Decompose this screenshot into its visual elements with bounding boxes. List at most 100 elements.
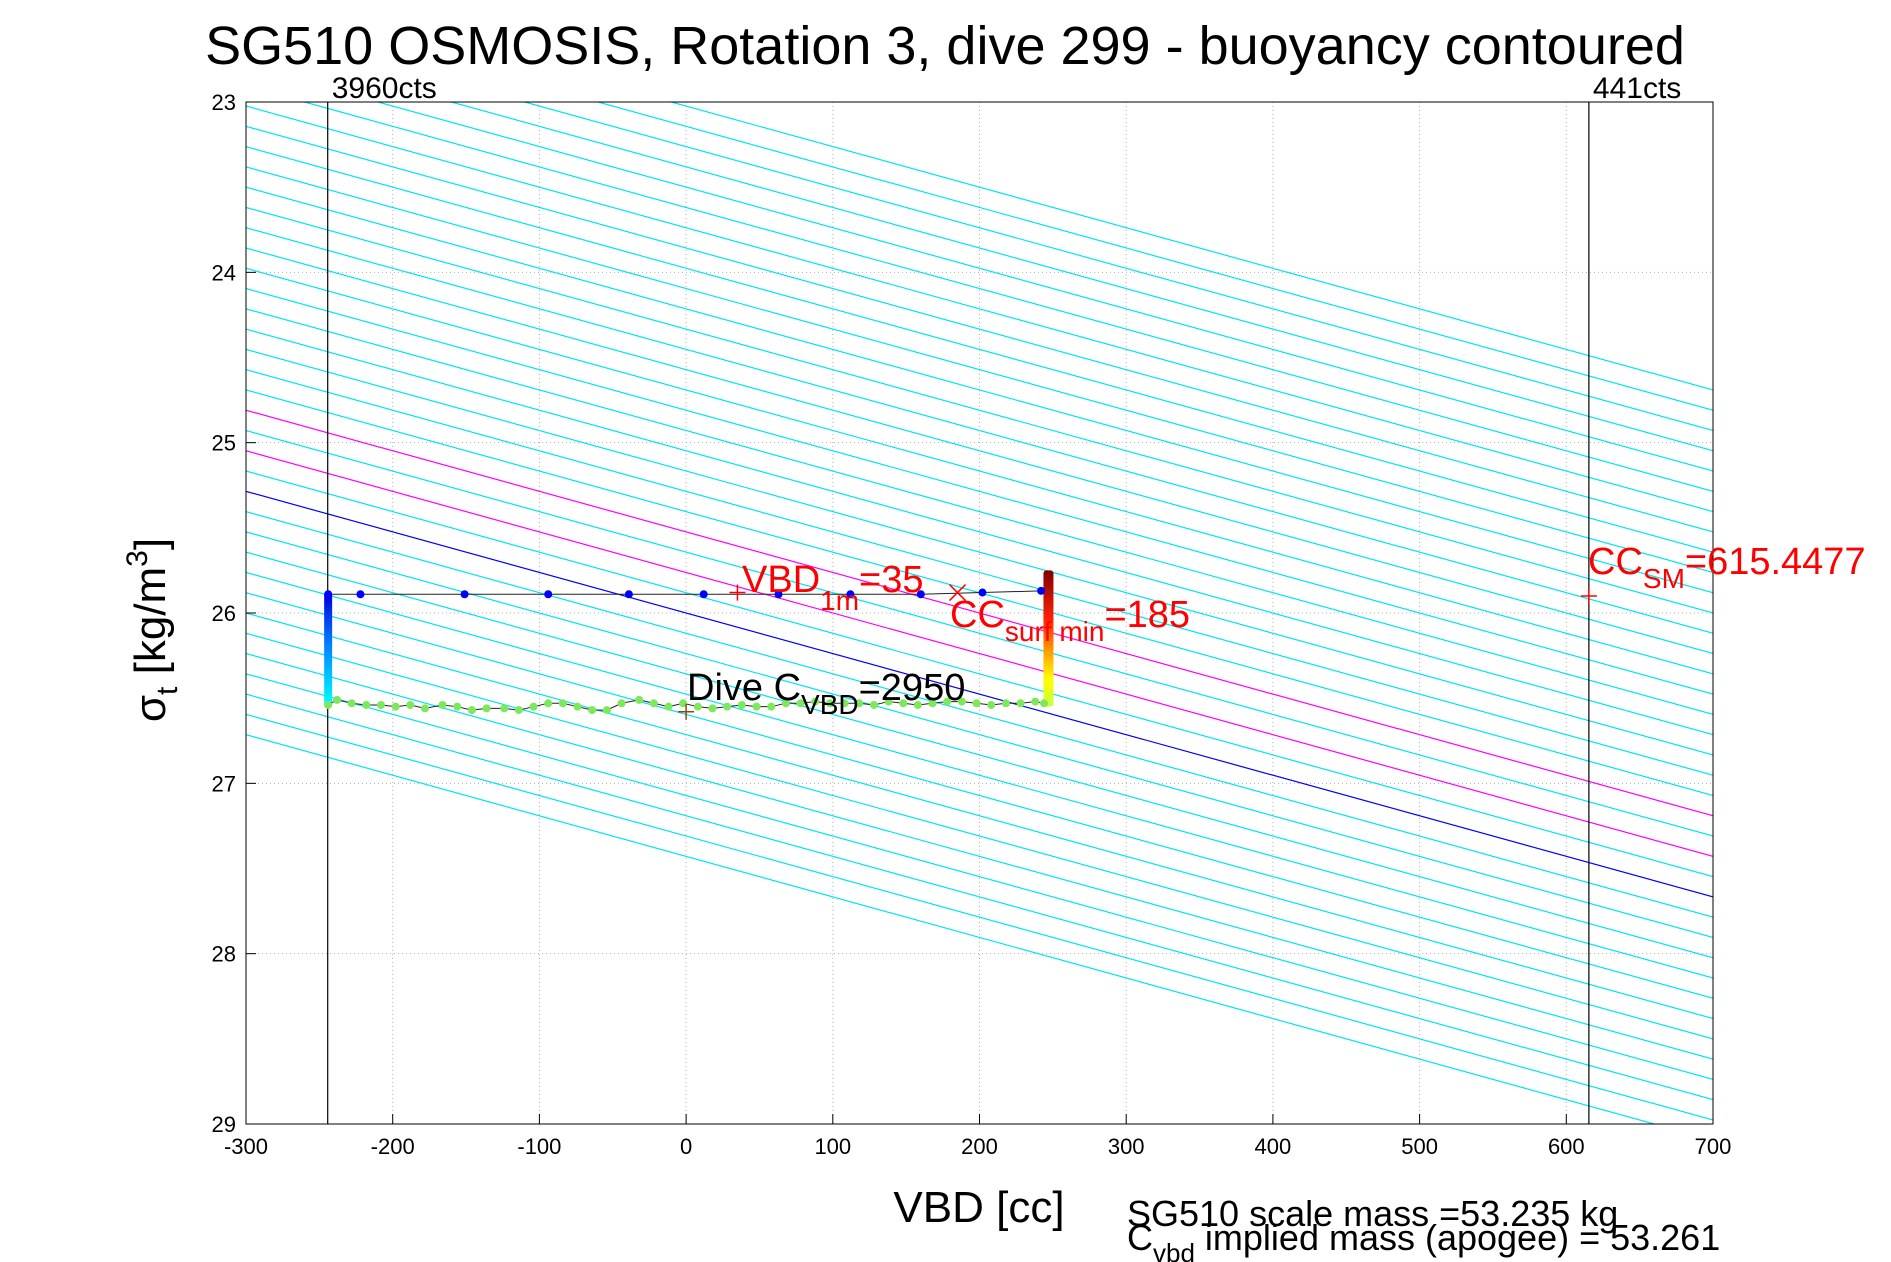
contour-line [246,612,1713,1020]
contour-line [246,571,1713,979]
climb-point [884,697,893,706]
dive-cvbd-annotation: Dive CVBD=2950 [687,667,965,720]
contour-line [671,102,1713,391]
y-label-close: ] [126,538,175,550]
climb-point [617,699,626,708]
left-descent-bar [324,594,333,705]
descent-point [846,590,855,599]
climb-point [406,700,415,709]
x-marker-b [948,584,967,602]
climb-point [723,702,732,711]
climb-point [332,695,341,704]
climb-point [362,700,371,709]
climb-point [376,700,385,709]
contour-line [246,551,1713,959]
dive-cvbd-value: =2950 [859,667,966,709]
descent-point [978,588,987,597]
contour-line [246,673,1713,1081]
contour-line [246,348,1713,756]
descent-point [1037,586,1046,595]
contour-line [246,186,1713,594]
x-tick-label: -100 [517,1134,561,1159]
contour-line [246,693,1713,1101]
implied-mass-rest: implied mass (apogee) = 53.261 [1195,1217,1720,1258]
y-label-unit: [kg/m [126,567,175,687]
contour-line [246,713,1713,1121]
cc-surf-main: CC [950,594,1005,636]
climb-point [767,702,776,711]
climb-point [855,699,864,708]
cc-surf-value: =185 [1104,594,1190,636]
contour-line [246,632,1713,1040]
climb-point [573,702,582,711]
contour-line [246,510,1713,918]
climb-point [796,699,805,708]
climb-point [438,700,447,709]
contour-line [246,429,1713,837]
y-tick-label: 23 [212,90,236,115]
x-tick-label: 300 [1108,1134,1145,1159]
descent-point [774,590,783,599]
contour-line [246,531,1713,939]
y-tick-label: 27 [212,771,236,796]
x-tick-label: 400 [1255,1134,1292,1159]
contour-line [524,102,1713,432]
contour-line [246,450,1713,857]
cc-sm-value: =615.4477 [1685,541,1866,583]
vline-label: 3960cts [332,72,437,105]
contour-line [246,267,1713,675]
climb-point [899,699,908,708]
dive-series [324,570,1054,715]
climb-point [825,699,834,708]
climb-point [708,704,717,713]
contour-line [246,490,1713,898]
climb-point [635,695,644,704]
cc-surf-sub: surf min [1005,616,1105,647]
vbd-1m-sub: 1m [820,585,859,616]
climb-point [840,699,849,708]
climb-point [500,704,509,713]
descent-point [624,590,633,599]
climb-point [1016,699,1025,708]
contour-line [451,102,1713,452]
climb-point [943,697,952,706]
contour-line [246,247,1713,655]
climb-point [467,706,476,715]
x-tick-label: -300 [224,1134,268,1159]
climb-point [987,700,996,709]
climb-point [420,704,429,713]
vbd-1m-main: VBD [742,559,820,601]
climb-point [752,702,761,711]
contour-line [246,227,1713,634]
x-tick-label: 700 [1695,1134,1732,1159]
climb-point [649,699,658,708]
climb-point [928,699,937,708]
y-tick-label: 25 [212,431,236,456]
vbd-1m-value: =35 [859,559,923,601]
contour-line [597,102,1713,411]
cc-surf-min-annotation: CCsurf min=185 [950,594,1190,647]
implied-mass-text: Cvbd implied mass (apogee) = 53.261 [1127,1217,1720,1262]
descent-point [460,590,469,599]
contour-line [246,166,1713,574]
x-tick-label: -200 [371,1134,415,1159]
y-axis-label: σt [kg/m3] [121,538,184,722]
contour-line [246,592,1713,999]
climb-point [693,702,702,711]
x-tick-label: 200 [961,1134,998,1159]
cc-sm-annotation: CCSM=615.4477 [1588,541,1866,594]
climb-point [558,699,567,708]
climb-point [1001,699,1010,708]
climb-point [957,697,966,706]
descent-point [544,590,553,599]
contour-line [246,308,1713,716]
contour-line [246,125,1713,533]
climb-point [453,702,462,711]
contour-line [246,369,1713,776]
implied-mass-sub: vbd [1153,1238,1195,1262]
contour-line [246,652,1713,1060]
y-label-sup: 3 [121,550,154,567]
climb-point [972,699,981,708]
climb-point [347,699,356,708]
